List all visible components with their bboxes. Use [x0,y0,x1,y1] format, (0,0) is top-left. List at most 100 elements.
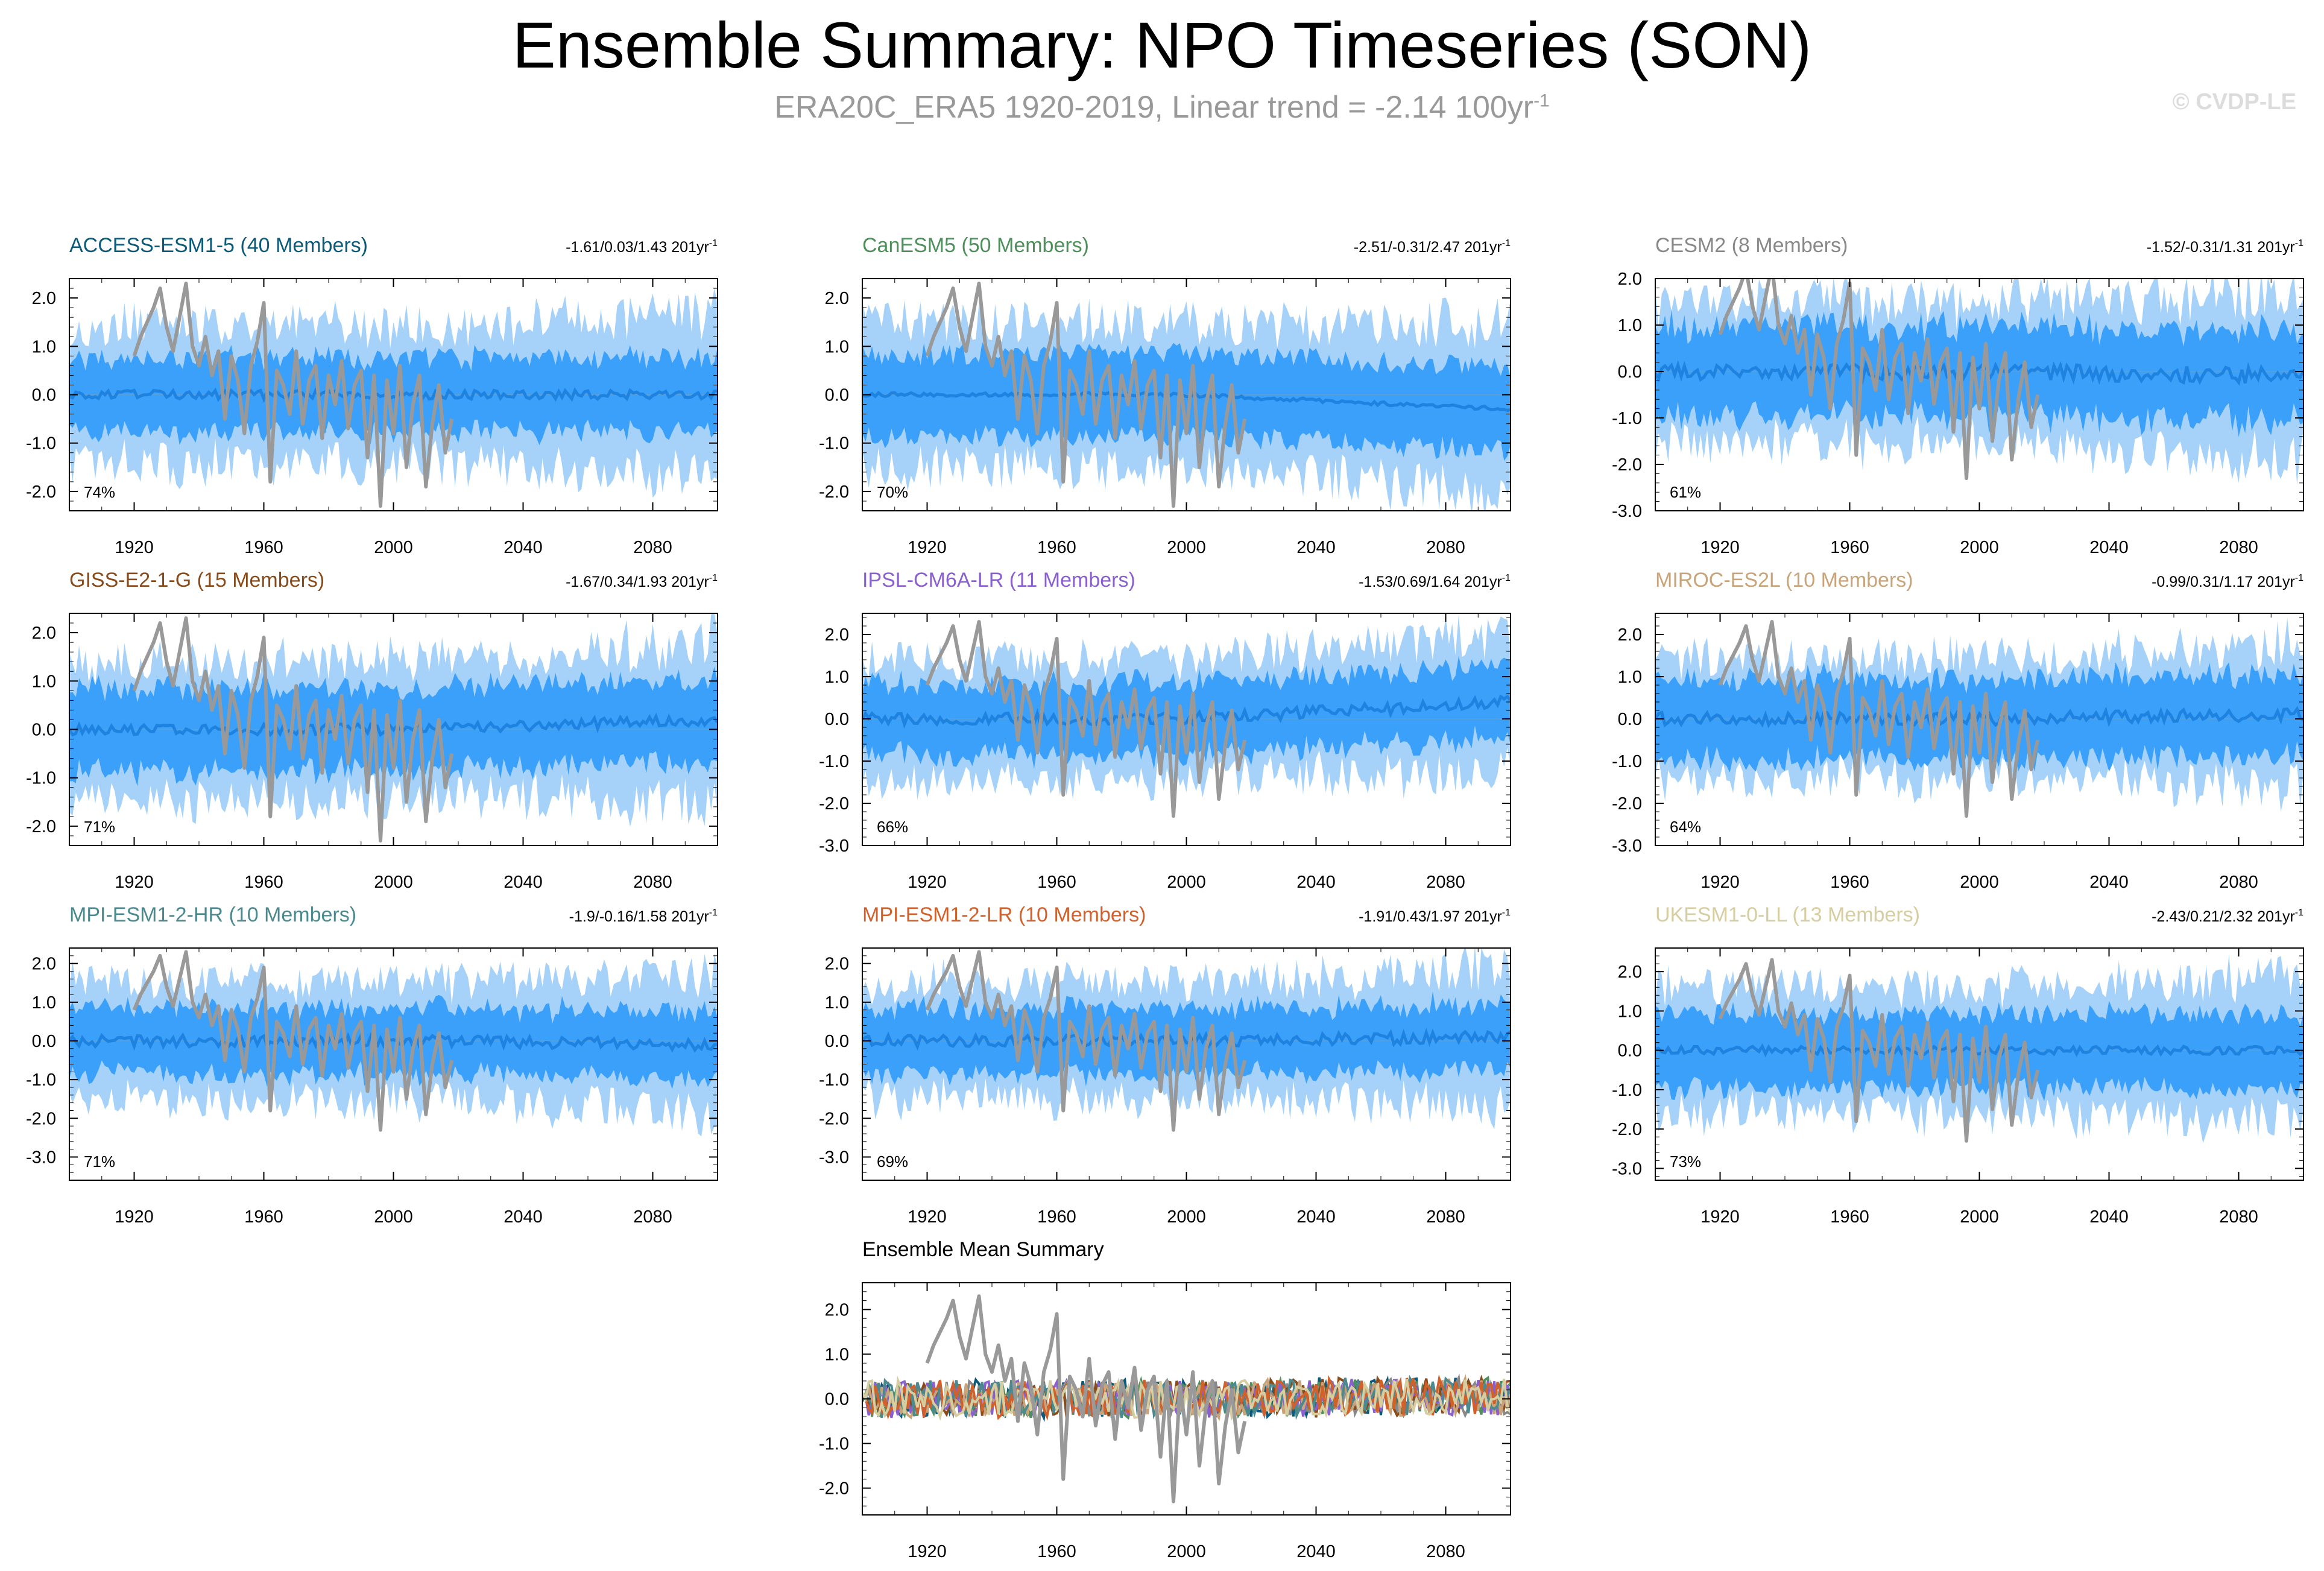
trend-exponent: -1 [1502,573,1511,583]
plot-area [1655,618,2303,818]
y-tick-label: 2.0 [1618,963,1642,982]
trend-label: -0.99/0.31/1.17 201yr-1 [2152,573,2303,590]
y-tick-label: 0.0 [1618,362,1642,382]
observed-line [132,950,454,1132]
x-tick-label: 2000 [1167,873,1206,892]
x-tick-label: 1920 [908,873,947,892]
y-tick-label: 1.0 [32,672,56,691]
y-tick-label: 0.0 [1618,1042,1642,1061]
x-tick-label: 2040 [504,538,543,557]
y-tick-label: 1.0 [825,1345,849,1364]
x-tick-label: 2080 [633,538,672,557]
y-tick-label: -2.0 [819,794,849,814]
y-tick-label: -1.0 [1612,409,1642,428]
x-tick-label: 1960 [1037,1207,1076,1227]
percent-label: 69% [877,1152,908,1171]
trend-value: -1.67/0.34/1.93 201yr [566,574,709,590]
page-title: Ensemble Summary: NPO Timeseries (SON) [512,8,1812,81]
ensemble-mean-line [862,694,1511,730]
ensemble-mean-line [1655,359,2303,386]
y-tick-label: -1.0 [819,1070,849,1090]
subtitle-text: ERA20C_ERA5 1920-2019, Linear trend = -2… [774,90,1534,125]
x-tick-label: 2080 [2219,538,2258,557]
y-tick-label: -2.0 [1612,455,1642,475]
trend-exponent: -1 [2295,238,2303,248]
y-tick-label: 0.0 [825,386,849,405]
observed-line [925,620,1247,818]
panel-4: IPSL-CM6A-LR (11 Members) -1.53/0.69/1.64… [819,569,1511,892]
plot-area [69,613,718,842]
x-tick-label: 2000 [374,538,413,557]
panel-title: Ensemble Mean Summary [862,1238,1104,1261]
y-tick-label: 2.0 [32,955,56,974]
y-tick-label: 2.0 [1618,270,1642,289]
y-tick-label: 2.0 [32,289,56,308]
x-tick-label: 1960 [1830,873,1869,892]
trend-label: -1.9/-0.16/1.58 201yr-1 [569,908,718,925]
panel-title: MPI-ESM1-2-HR (10 Members) [69,903,356,926]
x-tick-label: 2000 [374,873,413,892]
y-tick-label: -2.0 [819,1479,849,1499]
trend-label: -1.91/0.43/1.97 201yr-1 [1359,908,1511,925]
observed-line [925,282,1247,508]
trend-exponent: -1 [1502,908,1511,918]
x-tick-label: 2040 [1296,1542,1336,1561]
y-tick-label: -1.0 [26,434,56,454]
percent-label: 71% [84,818,115,836]
panel-title: CanESM5 (50 Members) [862,234,1089,257]
y-tick-label: 1.0 [825,337,849,356]
x-tick-label: 1920 [115,1207,154,1227]
y-tick-label: 0.0 [1618,710,1642,729]
panel-9: Ensemble Mean Summary 2.0 1.0 0.0 -1.0 -2.0 19… [819,1238,1511,1561]
x-tick-label: 1960 [1037,1542,1076,1561]
y-tick-label: 0.0 [32,1032,56,1051]
ensemble-mean-line [1655,706,2303,730]
trend-value: -1.91/0.43/1.97 201yr [1359,908,1502,925]
x-tick-label: 1920 [1700,1207,1740,1227]
panel-title: MIROC-ES2L (10 Members) [1655,569,1913,592]
percent-label: 74% [84,483,115,501]
trend-exponent: -1 [2295,573,2303,583]
x-tick-label: 2040 [2089,1207,2129,1227]
y-tick-label: 1.0 [825,993,849,1013]
y-tick-label: -1.0 [819,434,849,454]
observed-line [132,282,454,508]
x-tick-label: 1960 [244,873,283,892]
panel-title: UKESM1-0-LL (13 Members) [1655,903,1920,926]
y-tick-label: -1.0 [1612,752,1642,771]
observed-line [132,616,454,842]
trend-exponent: -1 [1502,238,1511,248]
inner-spread-band [862,656,1511,770]
y-tick-label: -1.0 [819,1435,849,1454]
panel-title: GISS-E2-1-G (15 Members) [69,569,324,592]
y-tick-label: 0.0 [825,1032,849,1051]
y-tick-label: 1.0 [1618,316,1642,335]
x-tick-label: 2000 [1960,873,1999,892]
x-tick-label: 2080 [1426,873,1465,892]
trend-exponent: -1 [709,238,718,248]
y-tick-label: 2.0 [1618,625,1642,645]
trend-value: -1.53/0.69/1.64 201yr [1359,574,1502,590]
x-tick-label: 2040 [504,1207,543,1227]
subtitle-exponent: -1 [1533,90,1550,111]
x-tick-label: 1920 [1700,538,1740,557]
x-tick-label: 1920 [115,538,154,557]
x-tick-label: 2080 [2219,1207,2258,1227]
trend-exponent: -1 [2295,908,2303,918]
copyright-label: © CVDP-LE [2172,89,2296,115]
y-tick-label: -3.0 [1612,502,1642,521]
y-tick-label: 0.0 [32,386,56,405]
plot-area [862,282,1511,511]
y-tick-label: -3.0 [819,836,849,856]
panel-8: UKESM1-0-LL (13 Members) -2.43/0.21/2.32 … [1612,903,2304,1227]
y-tick-label: -2.0 [1612,794,1642,814]
y-tick-label: -2.0 [1612,1120,1642,1139]
ensemble-mean-line [69,1030,718,1053]
y-tick-label: -2.0 [26,1109,56,1128]
x-tick-label: 2040 [504,873,543,892]
y-tick-label: 1.0 [32,993,56,1013]
y-tick-label: -2.0 [26,482,56,502]
x-tick-label: 2040 [2089,873,2129,892]
y-tick-label: -1.0 [26,769,56,788]
trend-value: -1.9/-0.16/1.58 201yr [569,908,709,925]
